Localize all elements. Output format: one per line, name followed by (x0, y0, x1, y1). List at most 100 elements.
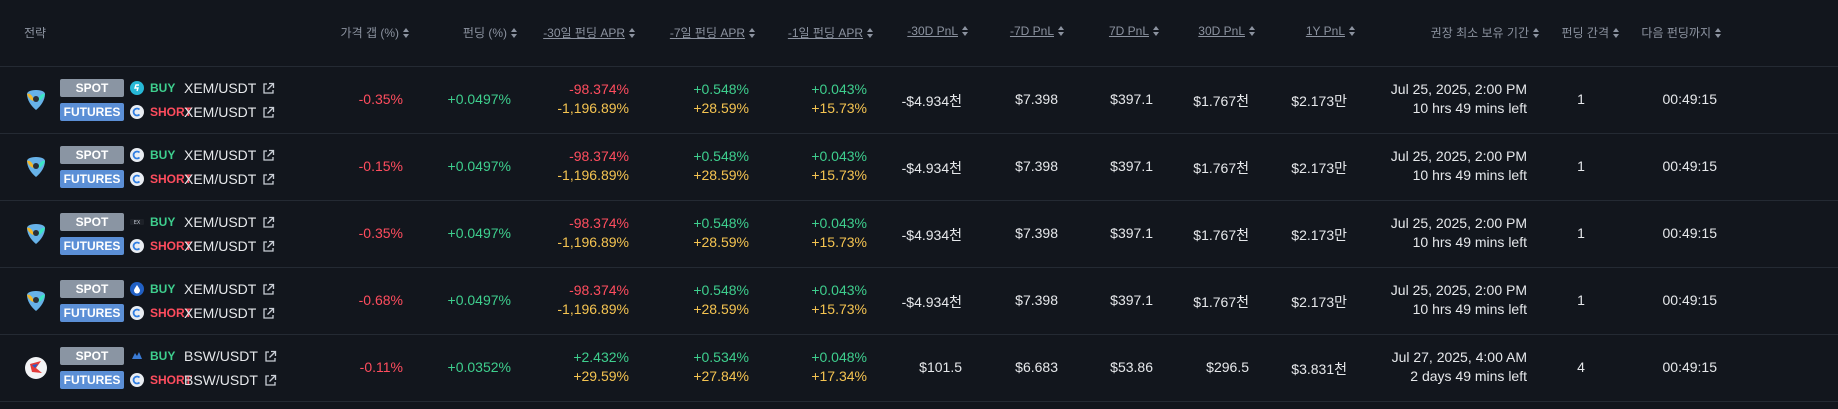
spot-leg-badge: SPOT (60, 280, 124, 298)
external-link-icon[interactable] (262, 82, 275, 95)
spot-leg-pair: XEM/USDT (184, 147, 257, 163)
pnl-minus-7d-value: $7.398 (1015, 91, 1058, 107)
sort-icon (1715, 27, 1722, 38)
pnl-minus-7d-value: $7.398 (1015, 225, 1058, 241)
table-row[interactable]: SPOT BUY XEM/USDT FUTURES SHORT XEM/USDT -0.35… (0, 67, 1838, 134)
pnl-minus-30d-value: -$4.934천 (901, 93, 962, 109)
pnl-minus-30d-value: $101.5 (919, 359, 962, 375)
min-hold-primary: Jul 25, 2025, 2:00 PM (1390, 81, 1527, 97)
pnl-minus-30d-value: -$4.934천 (901, 227, 962, 243)
external-link-icon[interactable] (262, 216, 275, 229)
external-link-icon[interactable] (262, 173, 275, 186)
apr-30d-secondary: -1,196.89% (557, 301, 629, 317)
pnl-7d-value: $397.1 (1110, 292, 1153, 308)
sort-icon (1349, 26, 1356, 36)
table-row[interactable]: SPOT BUY BSW/USDT FUTURES SHORT BSW/USDT -0.11… (0, 335, 1838, 402)
sort-icon (403, 27, 410, 38)
external-link-icon[interactable] (264, 374, 277, 387)
pnl-minus-30d-value: -$4.934천 (901, 160, 962, 176)
apr-1d-secondary: +15.73% (811, 167, 867, 183)
spot-leg-pair: XEM/USDT (184, 80, 257, 96)
sort-icon (511, 27, 518, 38)
interval-value: 1 (1577, 225, 1585, 241)
table-row[interactable]: SPOT EX BUY XEM/USDT FUTURES SHORT XEM/USDT -0.… (0, 201, 1838, 268)
spot-leg-side: BUY (150, 349, 176, 363)
header-min-hold[interactable]: 권장 최소 보유 기간 (1431, 24, 1540, 41)
header-apr-30d[interactable]: -30일 펀딩 APR (543, 24, 636, 41)
apr-30d-primary: -98.374% (569, 81, 629, 97)
futures-leg-badge: FUTURES (60, 237, 124, 255)
pnl-30d-value: $1.767천 (1193, 227, 1249, 243)
header-pnl-30d[interactable]: 30D PnL (1198, 24, 1256, 38)
header-pnl-1y[interactable]: 1Y PnL (1306, 24, 1356, 38)
external-link-icon[interactable] (262, 283, 275, 296)
external-link-icon[interactable] (262, 307, 275, 320)
header-apr-7d[interactable]: -7일 펀딩 APR (670, 24, 756, 41)
sort-icon (1533, 27, 1540, 38)
apr-1d-secondary: +17.34% (811, 368, 867, 384)
spot-leg-pair: XEM/USDT (184, 281, 257, 297)
apr-7d-secondary: +28.59% (693, 100, 749, 116)
header-strategy: 전략 (24, 26, 47, 40)
exchange-futures-icon (130, 239, 144, 253)
external-link-icon[interactable] (262, 149, 275, 162)
header-pnl-minus-7d[interactable]: -7D PnL (1010, 24, 1065, 38)
pnl-minus-30d-value: -$4.934천 (901, 294, 962, 310)
spot-leg-badge: SPOT (60, 347, 124, 365)
sort-icon (629, 27, 636, 38)
interval-value: 1 (1577, 158, 1585, 174)
pnl-1y-value: $2.173만 (1291, 160, 1347, 176)
external-link-icon[interactable] (262, 106, 275, 119)
external-link-icon[interactable] (264, 350, 277, 363)
sort-icon (867, 27, 874, 38)
futures-leg-side: SHORT (150, 172, 192, 186)
header-funding[interactable]: 펀딩 (%) (463, 24, 518, 41)
table-row[interactable]: SPOT BUY XEM/USDT FUTURES SHORT XEM/USDT -0.68… (0, 268, 1838, 335)
apr-1d-primary: +0.043% (811, 282, 867, 298)
nem-xem-icon (24, 222, 48, 246)
exchange-futures-icon (130, 373, 144, 387)
apr-30d-primary: -98.374% (569, 282, 629, 298)
external-link-icon[interactable] (262, 240, 275, 253)
apr-1d-primary: +0.043% (811, 148, 867, 164)
next-funding-value: 00:49:15 (1662, 225, 1718, 241)
exchange-c-icon (130, 148, 144, 162)
header-apr-1d[interactable]: -1일 펀딩 APR (788, 24, 874, 41)
funding-value: +0.0352% (447, 359, 511, 375)
funding-value: +0.0497% (447, 225, 511, 241)
apr-30d-secondary: -1,196.89% (557, 100, 629, 116)
spot-leg-side: BUY (150, 148, 176, 162)
exchange-drop-icon (130, 282, 144, 296)
apr-30d-secondary: -1,196.89% (557, 234, 629, 250)
header-price-gap[interactable]: 가격 갭 (%) (341, 24, 410, 41)
apr-30d-primary: -98.374% (569, 148, 629, 164)
next-funding-value: 00:49:15 (1662, 158, 1718, 174)
header-pnl-7d[interactable]: 7D PnL (1109, 24, 1160, 38)
price-gap-value: -0.11% (359, 359, 403, 375)
futures-leg-pair: XEM/USDT (184, 238, 257, 254)
spot-leg-pair: BSW/USDT (184, 348, 258, 364)
header-pnl-minus-30d[interactable]: -30D PnL (907, 24, 969, 38)
apr-1d-primary: +0.043% (811, 215, 867, 231)
apr-30d-secondary: +29.59% (573, 368, 629, 384)
header-interval[interactable]: 펀딩 간격 (1562, 24, 1621, 41)
price-gap-value: -0.35% (358, 225, 403, 241)
apr-1d-secondary: +15.73% (811, 234, 867, 250)
min-hold-primary: Jul 25, 2025, 2:00 PM (1390, 148, 1527, 164)
apr-7d-primary: +0.548% (693, 148, 749, 164)
interval-value: 1 (1577, 91, 1585, 107)
spot-leg-badge: SPOT (60, 213, 124, 231)
spot-leg: SPOT BUY XEM/USDT (60, 145, 275, 165)
table-row[interactable]: SPOT BUY XEM/USDT FUTURES SHORT XEM/USDT -0.15… (0, 134, 1838, 201)
sort-icon (749, 27, 756, 38)
sort-icon (1153, 26, 1160, 36)
min-hold-secondary: 10 hrs 49 mins left (1412, 167, 1527, 183)
header-next-funding[interactable]: 다음 펀딩까지 (1641, 24, 1722, 41)
futures-leg-badge: FUTURES (60, 103, 124, 121)
spot-leg-pair: XEM/USDT (184, 214, 257, 230)
pnl-7d-value: $397.1 (1110, 158, 1153, 174)
pnl-1y-value: $3.831천 (1291, 361, 1347, 377)
futures-leg-side: SHORT (150, 105, 192, 119)
nem-xem-icon (24, 88, 48, 112)
